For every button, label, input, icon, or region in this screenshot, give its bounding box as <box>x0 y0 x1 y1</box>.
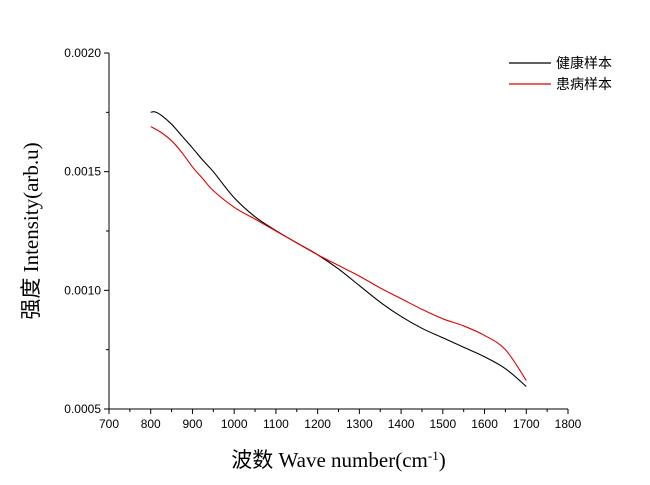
x-tick-label: 1200 <box>304 417 331 431</box>
y-tick-label: 0.0005 <box>64 402 101 416</box>
x-axis-title-main: 波数 Wave number(cm <box>231 448 428 472</box>
x-tick-label: 1100 <box>263 417 289 431</box>
x-tick-label: 1400 <box>388 417 415 431</box>
y-tick-label: 0.0015 <box>64 165 101 179</box>
x-tick-label: 1800 <box>555 417 582 431</box>
y-tick-label: 0.0020 <box>64 46 101 60</box>
x-tick-label: 1000 <box>221 417 248 431</box>
legend-label-1: 健康样本 <box>556 55 612 72</box>
x-tick-label: 1300 <box>346 417 373 431</box>
x-tick-label: 1700 <box>513 417 540 431</box>
x-tick-label: 900 <box>182 417 202 431</box>
series-layer <box>150 111 527 387</box>
ticks: 700 800 900 1000 1100 1200 1300 1400 1500 1600 170… <box>64 46 581 431</box>
x-axis-title: 波数 Wave number(cm-1) <box>231 448 445 473</box>
y-axis-title: 强度 Intensity(arb.u) <box>19 142 43 319</box>
x-tick-label: 800 <box>141 417 161 431</box>
y-tick-label: 0.0010 <box>64 283 101 297</box>
axes <box>108 53 568 410</box>
x-axis-title-close: ) <box>439 448 446 472</box>
x-tick-label: 1500 <box>429 417 456 431</box>
x-tick-label: 700 <box>99 417 119 431</box>
x-axis-title-sup: -1 <box>428 448 439 463</box>
series-line-1 <box>150 111 527 387</box>
series-line-2 <box>150 126 527 381</box>
legend-label-2: 患病样本 <box>556 77 612 93</box>
x-tick-label: 1600 <box>471 417 498 431</box>
